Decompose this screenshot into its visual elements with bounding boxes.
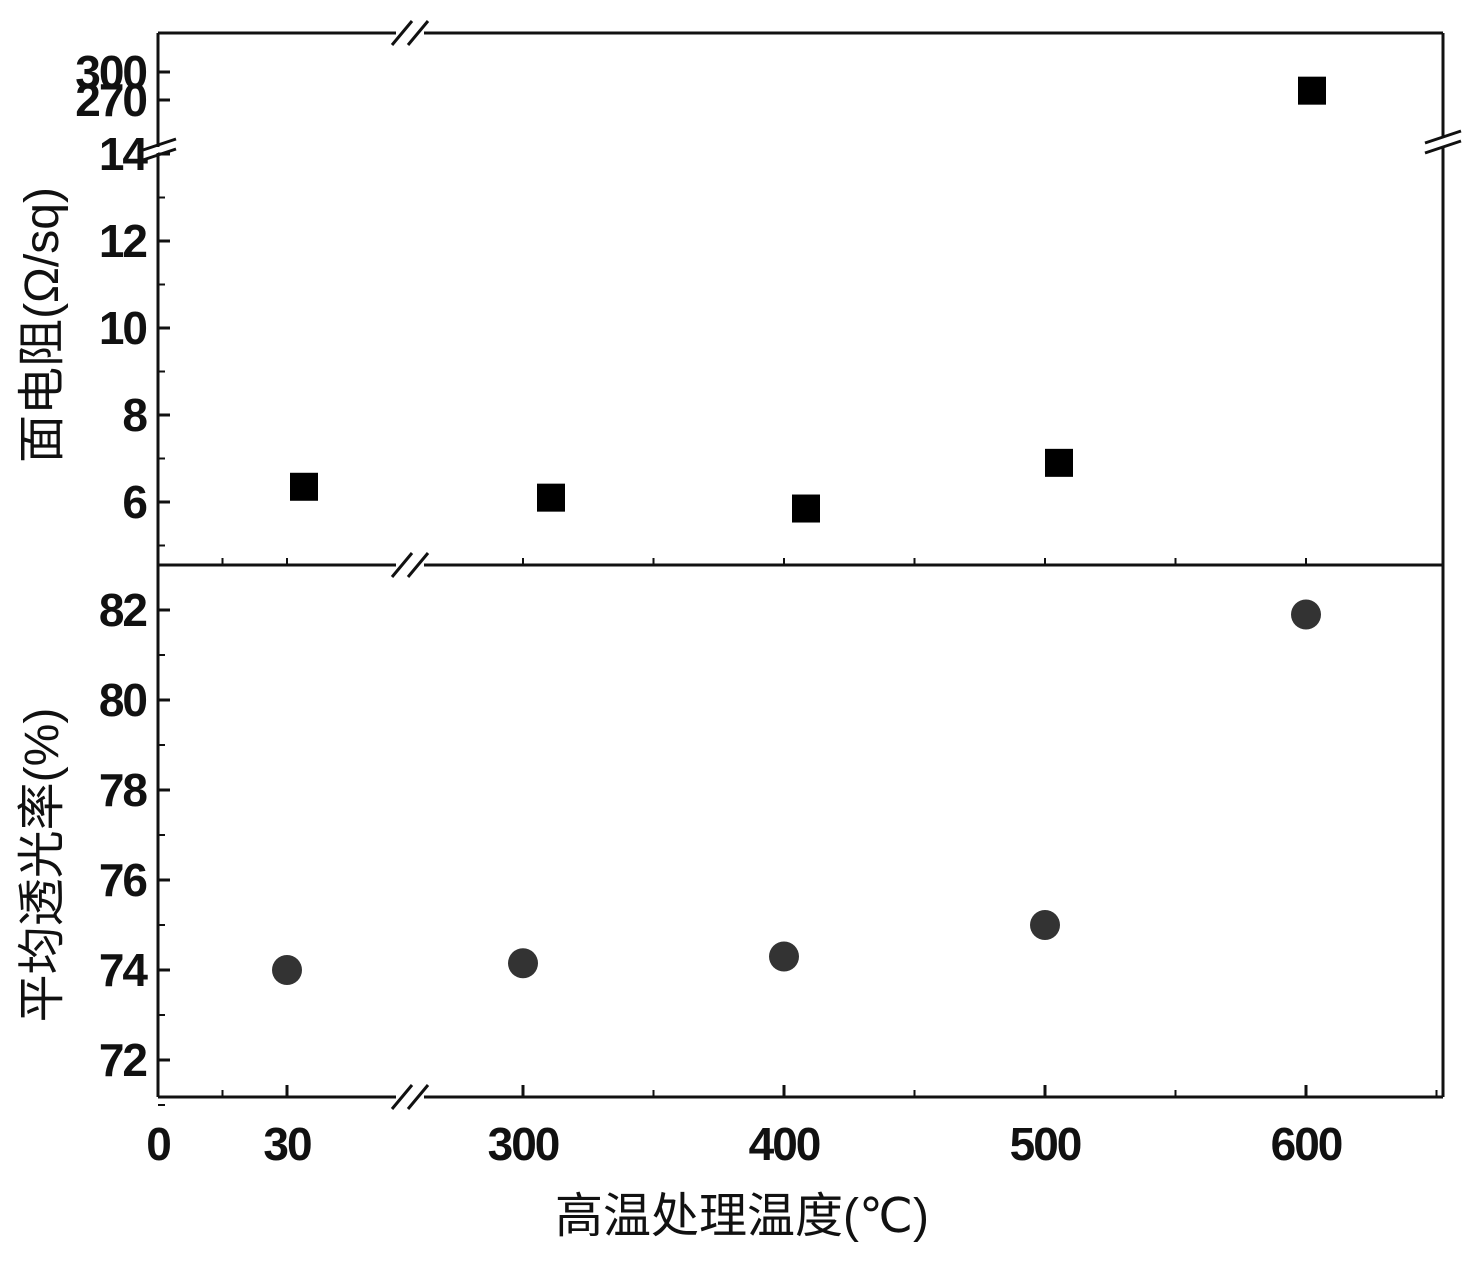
x-break-bottom-stroke-2 [406,1084,430,1110]
y-break-left-stroke-2 [139,147,177,163]
tick-labels: 0 30 300 400 500 6006810121427030072747678808… [75,46,1344,1170]
top-y-tick-label: 8 [122,389,147,441]
bottom-y-tick-label: 74 [99,944,149,996]
bottom-y-tick-label: 78 [99,764,148,816]
sheet-resistance-marker [1298,76,1326,105]
sheet-resistance-marker [537,483,565,512]
data-marks [272,76,1326,985]
transmittance-marker [1291,599,1321,630]
bottom-y-tick-label: 80 [99,674,147,726]
x-tick-label: 0 [146,1118,170,1170]
top-y-tick-label: 6 [122,476,146,528]
sheet-resistance-marker [290,472,318,501]
axis-ticks [156,70,1438,1106]
bottom-y-axis-title: 平均透光率(%) [16,708,69,1023]
top-y-tick-label: 12 [99,215,147,267]
x-break-top-stroke-1 [390,20,414,46]
y-break-left-stroke-1 [139,137,177,153]
top-y-tick-label: 14 [99,128,149,180]
x-tick-label: 600 [1271,1118,1342,1170]
x-tick-label: 400 [749,1118,820,1170]
top-y-axis-title: 面电阻(Ω/sq) [16,187,69,463]
y-break-right-stroke-1 [1424,129,1462,145]
x-break-top-stroke-2 [406,20,430,46]
bottom-y-tick-label: 76 [99,854,147,906]
top-y-tick-label: 300 [75,46,146,98]
transmittance-marker [272,955,302,985]
x-axis-title: 高温处理温度(℃) [555,1190,929,1243]
top-y-tick-label: 10 [99,302,147,354]
bottom-y-tick-label: 82 [99,584,147,636]
bottom-y-tick-label: 72 [99,1034,147,1086]
x-break-middle-stroke-1 [390,552,414,578]
top-y-tick-label: 270 [75,74,146,126]
sheet-resistance-marker [792,494,820,523]
transmittance-marker [1030,910,1060,940]
x-tick-label: 300 [488,1118,559,1170]
x-tick-label: 500 [1010,1118,1081,1170]
axis-break-marks [139,20,1462,1110]
sheet-resistance-marker [1045,448,1073,477]
x-break-bottom-stroke-1 [390,1084,414,1110]
plot-frame [156,31,1445,1099]
y-break-right-stroke-2 [1424,139,1462,155]
transmittance-marker [769,941,799,972]
transmittance-marker [508,948,538,979]
x-break-middle-stroke-2 [406,552,430,578]
x-tick-label: 30 [263,1118,311,1170]
